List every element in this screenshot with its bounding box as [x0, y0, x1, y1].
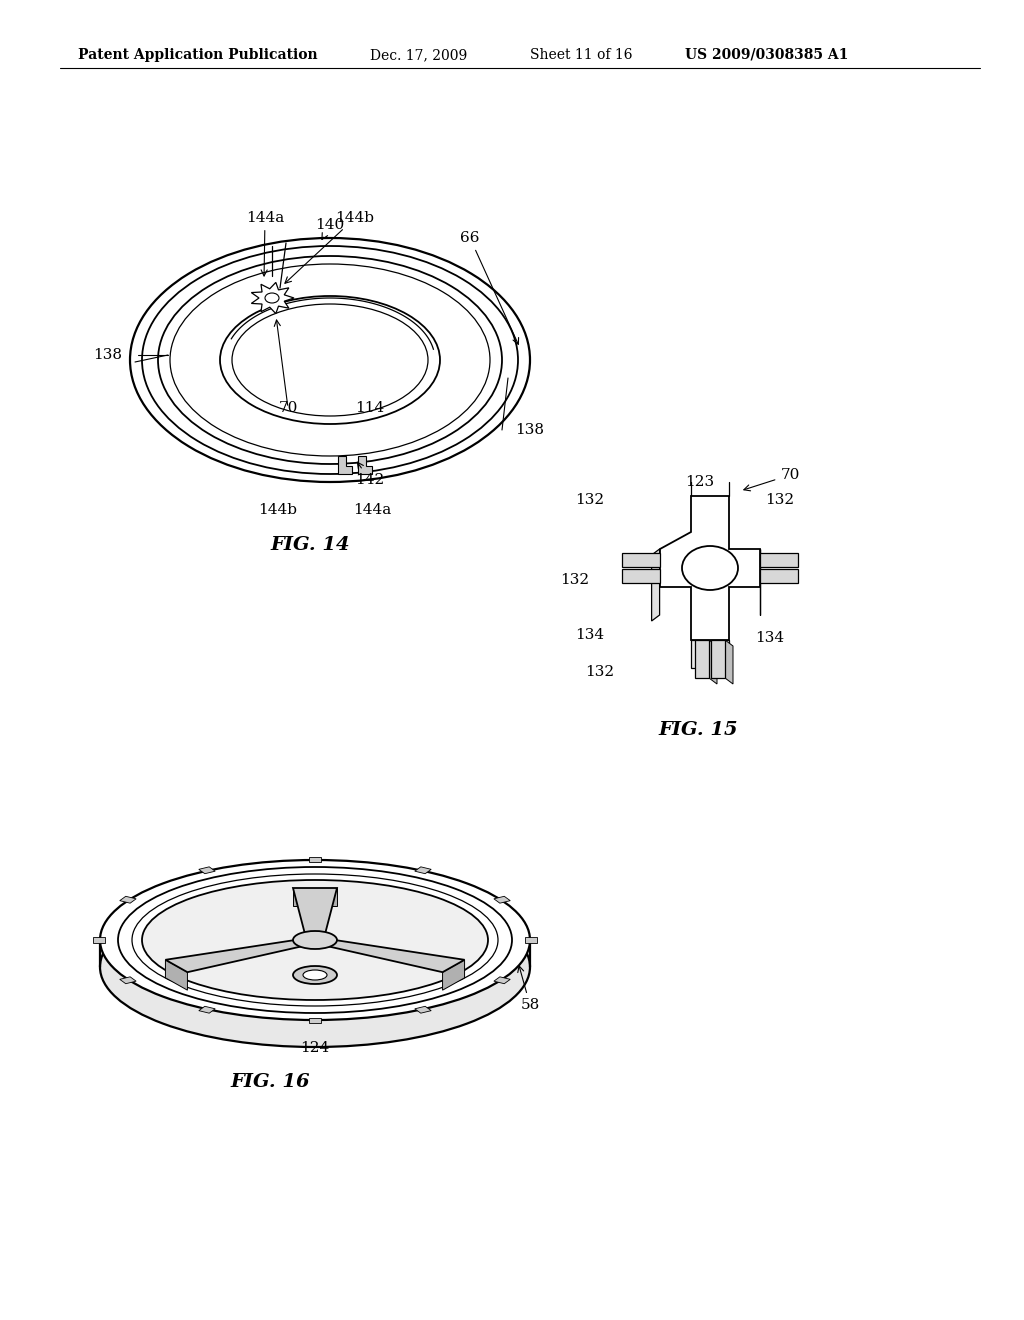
- Ellipse shape: [220, 296, 440, 424]
- Text: 70: 70: [743, 469, 800, 491]
- Text: 144a: 144a: [246, 211, 284, 276]
- Polygon shape: [217, 964, 229, 969]
- Polygon shape: [358, 455, 372, 474]
- Text: Sheet 11 of 16: Sheet 11 of 16: [530, 48, 633, 62]
- Polygon shape: [494, 977, 510, 983]
- Text: 132: 132: [560, 573, 590, 587]
- Ellipse shape: [303, 970, 327, 979]
- Text: 144b: 144b: [258, 503, 298, 517]
- Polygon shape: [659, 496, 761, 640]
- Text: 123: 123: [685, 475, 715, 488]
- Polygon shape: [254, 940, 269, 946]
- Text: US 2009/0308385 A1: US 2009/0308385 A1: [685, 48, 848, 62]
- Polygon shape: [325, 935, 338, 940]
- Text: 114: 114: [355, 401, 385, 414]
- Polygon shape: [415, 1006, 431, 1014]
- Ellipse shape: [158, 256, 502, 465]
- Text: 144b: 144b: [285, 211, 375, 284]
- Polygon shape: [360, 998, 376, 1005]
- Polygon shape: [494, 896, 510, 903]
- Polygon shape: [695, 640, 709, 678]
- Text: 132: 132: [586, 665, 614, 678]
- Text: Dec. 17, 2009: Dec. 17, 2009: [370, 48, 467, 62]
- Polygon shape: [166, 960, 187, 990]
- Polygon shape: [293, 888, 337, 906]
- Text: 66: 66: [460, 231, 518, 345]
- Text: 132: 132: [575, 492, 604, 507]
- Text: FIG. 15: FIG. 15: [658, 721, 738, 739]
- Polygon shape: [384, 949, 398, 956]
- Ellipse shape: [293, 966, 337, 983]
- Polygon shape: [120, 896, 136, 903]
- Text: 70: 70: [279, 401, 298, 414]
- Text: 134: 134: [756, 631, 784, 645]
- Polygon shape: [309, 1018, 321, 1023]
- Text: 142: 142: [355, 462, 385, 487]
- Ellipse shape: [100, 887, 530, 1047]
- Polygon shape: [309, 857, 321, 862]
- Polygon shape: [711, 640, 725, 678]
- Ellipse shape: [170, 264, 490, 455]
- Text: 58: 58: [518, 966, 540, 1012]
- Text: 144a: 144a: [353, 503, 391, 517]
- Polygon shape: [231, 989, 247, 995]
- Polygon shape: [400, 975, 413, 981]
- Text: 140: 140: [315, 218, 345, 239]
- Ellipse shape: [293, 931, 337, 949]
- Polygon shape: [622, 553, 659, 568]
- Polygon shape: [199, 867, 215, 874]
- Text: 124: 124: [300, 1041, 330, 1055]
- Polygon shape: [292, 1005, 305, 1008]
- Ellipse shape: [142, 246, 518, 474]
- Text: 138: 138: [93, 348, 123, 362]
- Ellipse shape: [142, 880, 488, 1001]
- Polygon shape: [326, 940, 465, 973]
- Polygon shape: [709, 640, 717, 684]
- Polygon shape: [293, 888, 337, 935]
- Polygon shape: [761, 553, 799, 568]
- Polygon shape: [120, 977, 136, 983]
- Polygon shape: [651, 549, 659, 620]
- Polygon shape: [166, 940, 304, 973]
- Text: 138: 138: [515, 422, 545, 437]
- Ellipse shape: [118, 867, 512, 1012]
- Polygon shape: [442, 960, 465, 990]
- Text: 134: 134: [575, 628, 604, 642]
- Ellipse shape: [682, 546, 738, 590]
- Polygon shape: [199, 1006, 215, 1014]
- Text: Patent Application Publication: Patent Application Publication: [78, 48, 317, 62]
- Ellipse shape: [100, 861, 530, 1020]
- Ellipse shape: [232, 304, 428, 416]
- Ellipse shape: [237, 942, 393, 1002]
- Ellipse shape: [130, 238, 530, 482]
- Polygon shape: [622, 569, 659, 583]
- Polygon shape: [725, 640, 733, 684]
- Polygon shape: [691, 640, 729, 668]
- Polygon shape: [525, 937, 537, 942]
- Polygon shape: [761, 569, 799, 583]
- Text: 132: 132: [765, 492, 795, 507]
- Ellipse shape: [220, 936, 410, 1008]
- Text: FIG. 14: FIG. 14: [270, 536, 350, 554]
- Polygon shape: [93, 937, 105, 942]
- Text: FIG. 16: FIG. 16: [230, 1073, 310, 1092]
- Ellipse shape: [132, 874, 498, 1006]
- Polygon shape: [415, 867, 431, 874]
- Ellipse shape: [265, 293, 279, 304]
- Polygon shape: [338, 455, 352, 474]
- Polygon shape: [251, 282, 294, 314]
